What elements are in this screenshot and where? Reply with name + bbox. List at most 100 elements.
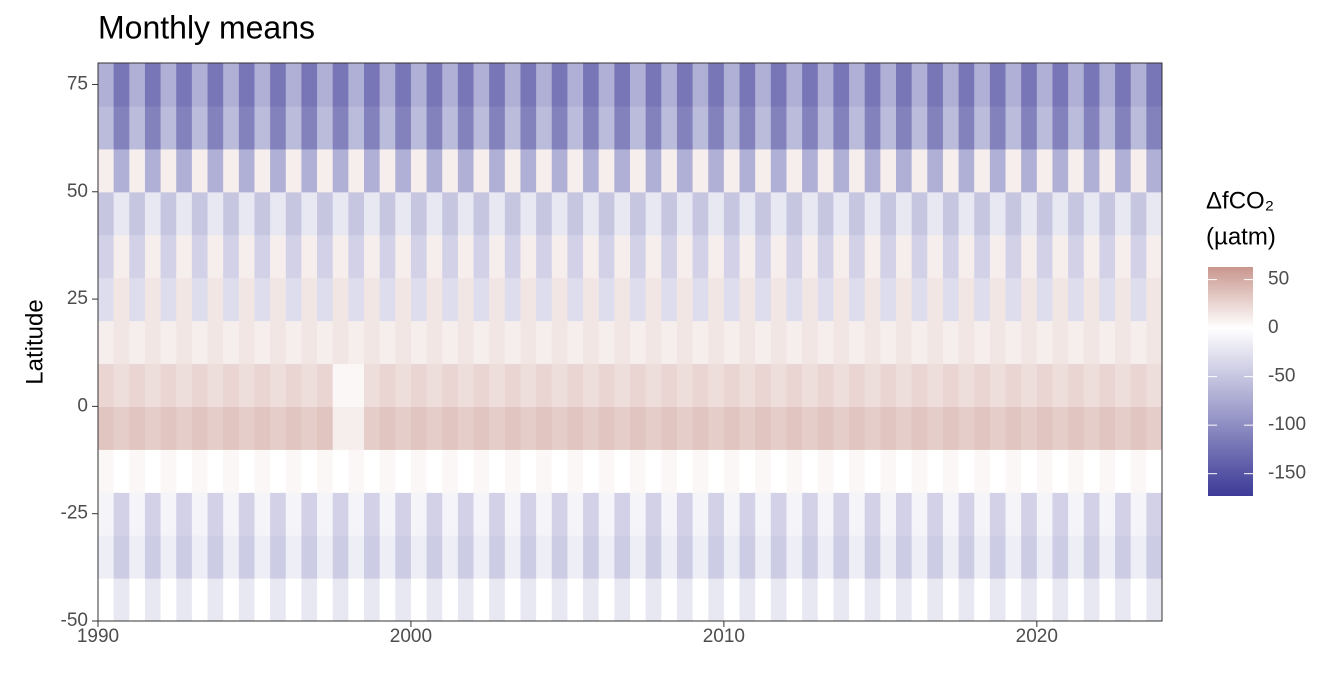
cell: [958, 320, 975, 365]
cell: [802, 63, 819, 107]
cell: [301, 406, 318, 450]
cell: [1005, 535, 1022, 579]
cell: [426, 105, 443, 150]
cell: [911, 406, 928, 450]
cell: [817, 535, 835, 579]
cell: [364, 535, 381, 579]
x-tick-label: 1990: [77, 626, 119, 647]
cell: [1068, 234, 1085, 279]
cell: [1068, 449, 1085, 493]
cell: [426, 492, 443, 536]
cell: [676, 492, 694, 536]
cell: [129, 406, 146, 450]
cell: [270, 406, 287, 450]
cell: [786, 320, 803, 365]
cell: [598, 191, 615, 236]
cell: [144, 105, 162, 150]
cell: [896, 406, 913, 450]
cell: [301, 492, 318, 536]
cell: [989, 320, 1007, 365]
cell: [504, 105, 522, 150]
cell: [176, 578, 193, 621]
cell: [817, 320, 835, 365]
cell: [755, 63, 772, 107]
cell: [270, 191, 287, 236]
cell: [661, 277, 678, 322]
cell: [160, 406, 177, 450]
cell: [520, 535, 537, 579]
cell: [614, 277, 631, 322]
cell: [770, 105, 788, 150]
cell: [630, 320, 647, 365]
cell: [379, 320, 396, 365]
cell: [364, 406, 381, 450]
cell: [379, 148, 396, 193]
cell: [364, 363, 381, 407]
cell: [238, 277, 256, 322]
cell: [457, 191, 475, 236]
cell: [238, 578, 256, 621]
cell: [583, 535, 600, 579]
cell: [1115, 191, 1132, 236]
cell: [770, 492, 788, 536]
cell: [817, 105, 835, 150]
cell: [927, 191, 944, 236]
cell: [739, 105, 756, 150]
cell: [160, 277, 177, 322]
cell: [207, 105, 224, 150]
cell: [301, 105, 318, 150]
cell: [254, 578, 271, 621]
cell: [1052, 535, 1069, 579]
cell: [238, 105, 256, 150]
cell: [896, 449, 913, 493]
cell: [989, 406, 1007, 450]
cell: [1005, 449, 1022, 493]
cell: [833, 492, 850, 536]
cell: [1021, 234, 1038, 279]
cell: [833, 277, 850, 322]
cell: [1036, 277, 1054, 322]
cell: [896, 535, 913, 579]
cell: [98, 492, 115, 536]
cell: [614, 406, 631, 450]
cell: [1115, 492, 1132, 536]
cell: [410, 277, 428, 322]
cell: [692, 535, 709, 579]
cell: [1146, 406, 1162, 450]
cell: [1052, 63, 1069, 107]
cell: [942, 191, 960, 236]
cell: [786, 363, 803, 407]
cell: [802, 191, 819, 236]
cell: [1099, 406, 1116, 450]
cell: [849, 105, 866, 150]
cell: [739, 578, 756, 621]
cell: [661, 63, 678, 107]
cell: [473, 492, 490, 536]
cell: [770, 363, 788, 407]
cell: [504, 492, 522, 536]
cell: [598, 320, 615, 365]
cell: [223, 320, 240, 365]
y-tick-label: 50: [67, 181, 88, 202]
cell: [583, 148, 600, 193]
cell: [958, 63, 975, 107]
cell: [317, 363, 334, 407]
cell: [457, 363, 475, 407]
cell: [1130, 578, 1147, 621]
y-tick-label: 0: [77, 395, 88, 416]
cell: [770, 578, 788, 621]
cell: [723, 320, 741, 365]
cell: [1130, 63, 1147, 107]
cell: [332, 234, 349, 279]
cell: [551, 363, 569, 407]
cell: [880, 406, 897, 450]
cell: [129, 535, 146, 579]
cell: [176, 492, 193, 536]
cell: [567, 363, 584, 407]
cell: [645, 320, 662, 365]
cell: [958, 535, 975, 579]
cell: [1099, 148, 1116, 193]
cell: [473, 320, 490, 365]
cell: [348, 234, 365, 279]
cell: [1005, 320, 1022, 365]
